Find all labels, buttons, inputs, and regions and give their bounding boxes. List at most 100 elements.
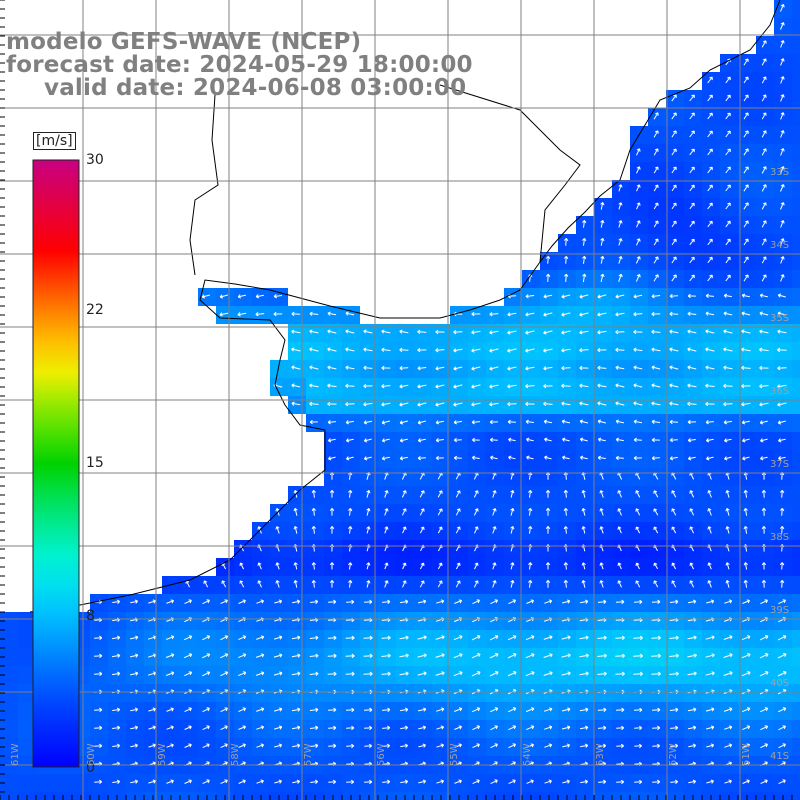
- speed-cell: [360, 630, 378, 648]
- wind-arrow: [653, 202, 659, 210]
- speed-cell: [342, 324, 360, 342]
- wind-arrow: [507, 312, 517, 317]
- speed-cell: [540, 342, 558, 360]
- wind-arrow: [653, 166, 659, 174]
- speed-cell: [414, 594, 432, 612]
- speed-cell: [702, 522, 720, 540]
- wind-arrow: [636, 184, 641, 192]
- wind-arrow: [671, 148, 677, 156]
- speed-cell: [774, 108, 792, 126]
- wind-arrow: [384, 490, 389, 498]
- wind-arrow: [561, 635, 571, 640]
- speed-cell: [702, 432, 720, 450]
- speed-cell: [396, 666, 414, 684]
- speed-cell: [504, 306, 522, 324]
- wind-arrow: [309, 653, 319, 658]
- wind-arrow: [273, 653, 283, 658]
- speed-cell: [774, 270, 792, 288]
- speed-cell: [594, 558, 612, 576]
- speed-cell: [198, 630, 216, 648]
- speed-cell: [792, 414, 800, 432]
- wind-arrow: [689, 148, 695, 156]
- speed-cell: [342, 342, 360, 360]
- wind-arrow: [417, 347, 427, 353]
- speed-cell: [594, 270, 612, 288]
- speed-cell: [504, 774, 522, 792]
- speed-cell: [684, 270, 702, 288]
- speed-cell: [702, 612, 720, 630]
- wind-arrow: [363, 635, 373, 640]
- speed-cell: [792, 288, 800, 306]
- speed-cell: [720, 270, 738, 288]
- lat-label-34s: 34S: [770, 240, 790, 251]
- speed-cell: [540, 378, 558, 396]
- speed-cell: [756, 180, 774, 198]
- speed-cell: [648, 378, 666, 396]
- speed-cell: [558, 414, 576, 432]
- wind-arrow: [669, 329, 679, 334]
- speed-cell: [522, 396, 540, 414]
- wind-arrow: [725, 508, 730, 516]
- wind-arrow: [616, 743, 625, 749]
- speed-cell: [144, 630, 162, 648]
- wind-arrow: [311, 489, 316, 498]
- wind-arrow: [564, 273, 569, 282]
- speed-cell: [648, 774, 666, 792]
- wind-arrow: [543, 294, 553, 299]
- speed-cell: [684, 378, 702, 396]
- speed-cell: [558, 306, 576, 324]
- wind-arrow: [417, 402, 427, 407]
- wind-arrow: [402, 580, 407, 588]
- wind-arrow: [617, 526, 622, 534]
- speed-cell: [684, 414, 702, 432]
- wind-arrow: [706, 725, 715, 730]
- speed-cell: [612, 720, 630, 738]
- wind-arrow: [202, 671, 211, 677]
- speed-cell: [612, 666, 630, 684]
- wind-arrow: [345, 347, 355, 352]
- speed-cell: [612, 414, 630, 432]
- wind-arrow: [543, 671, 553, 676]
- wind-arrow: [543, 366, 553, 371]
- speed-cell: [432, 540, 450, 558]
- speed-cell: [126, 648, 144, 666]
- wind-arrow: [707, 238, 713, 246]
- wind-arrow: [507, 348, 517, 353]
- wind-arrow: [579, 455, 588, 460]
- speed-cell: [594, 342, 612, 360]
- wind-arrow: [471, 311, 481, 317]
- wind-arrow: [561, 401, 571, 406]
- speed-cell: [702, 684, 720, 702]
- wind-arrow: [417, 384, 427, 389]
- speed-cell: [252, 288, 270, 306]
- wind-arrow: [489, 384, 499, 389]
- speed-cell: [396, 378, 414, 396]
- wind-arrow: [741, 635, 751, 641]
- wind-arrow: [508, 725, 517, 731]
- speed-cell: [396, 414, 414, 432]
- wind-arrow: [780, 40, 785, 48]
- wind-arrow: [381, 635, 391, 640]
- speed-cell: [468, 486, 486, 504]
- wind-arrow: [743, 148, 749, 156]
- wind-arrow: [238, 707, 247, 713]
- wind-arrow: [759, 329, 769, 334]
- wind-arrow: [453, 671, 463, 677]
- speed-cell: [414, 540, 432, 558]
- wind-arrow: [687, 635, 697, 640]
- wind-arrow: [743, 94, 749, 102]
- wind-arrow: [761, 525, 767, 534]
- wind-arrow: [525, 671, 535, 677]
- forecast-date: forecast date: 2024-05-29 18:00:00: [6, 52, 473, 78]
- speed-cell: [306, 576, 324, 594]
- wind-arrow: [346, 779, 355, 785]
- wind-arrow: [525, 294, 535, 299]
- speed-cell: [414, 576, 432, 594]
- wind-arrow: [633, 653, 644, 658]
- coastline: [29, 0, 781, 613]
- wind-arrow: [562, 455, 570, 460]
- speed-cell: [162, 666, 180, 684]
- speed-cell: [432, 450, 450, 468]
- speed-cell: [756, 738, 774, 756]
- wind-arrow: [671, 94, 677, 102]
